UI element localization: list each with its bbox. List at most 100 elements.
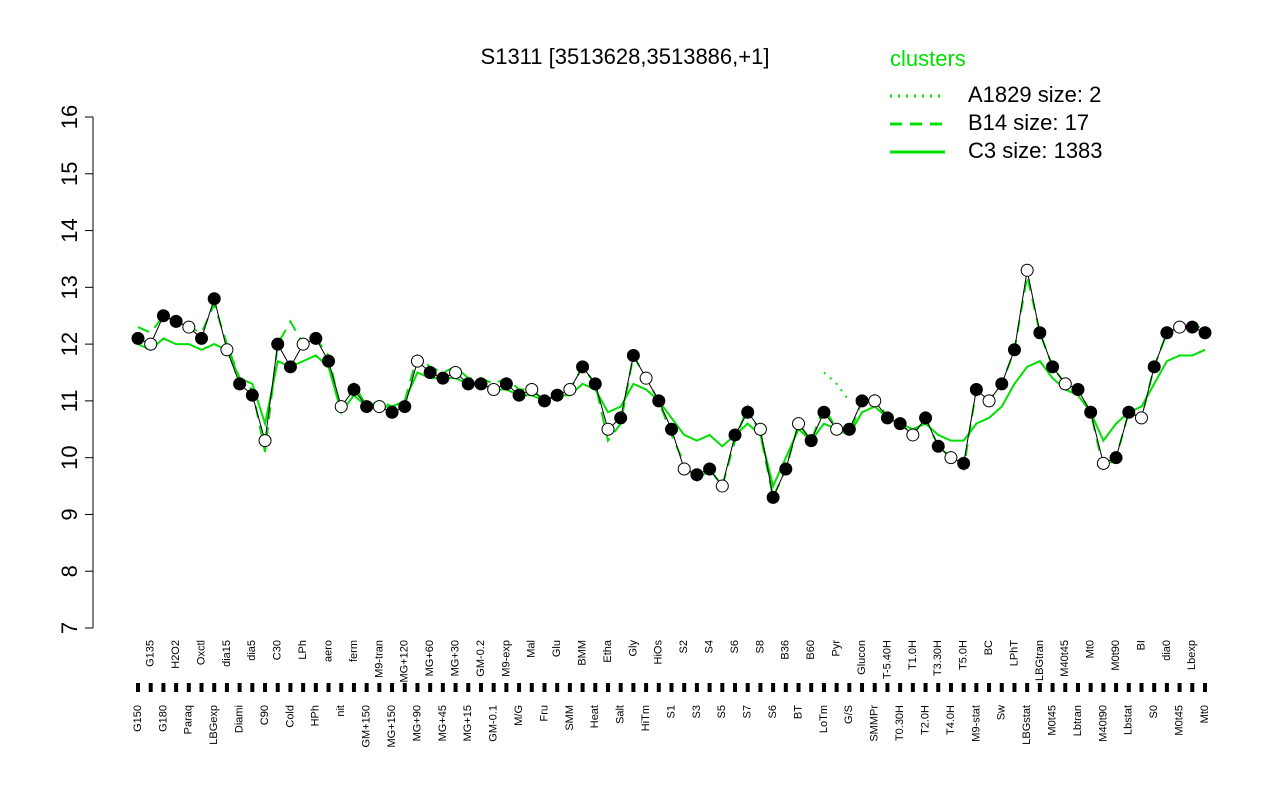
point xyxy=(322,354,336,368)
x-tick-label: BC xyxy=(983,640,995,655)
x-tick-label: BI xyxy=(1135,640,1147,650)
point xyxy=(753,422,767,436)
point xyxy=(1020,263,1034,277)
x-tick-label: T4.0H xyxy=(945,705,957,735)
x-tick-label: Pyr xyxy=(831,640,843,657)
y-tick-label: 16 xyxy=(57,105,82,129)
point xyxy=(1046,360,1060,374)
x-tick-label: HPh xyxy=(310,705,322,726)
x-tick-label: nit xyxy=(335,705,347,717)
point xyxy=(156,309,170,323)
point xyxy=(677,462,691,476)
point xyxy=(410,354,424,368)
y-tick-label: 12 xyxy=(57,332,82,356)
point xyxy=(182,320,196,334)
point xyxy=(1109,451,1123,465)
point xyxy=(728,428,742,442)
x-tick-label: Gly xyxy=(627,640,639,657)
point xyxy=(614,411,628,425)
point xyxy=(1147,360,1161,374)
x-tick-label: T3.30H xyxy=(932,640,944,676)
point xyxy=(245,388,259,402)
x-tick-label: Oxctl xyxy=(195,640,207,665)
x-tick-label: S5 xyxy=(716,705,728,718)
x-tick-label: M0t90 xyxy=(1110,640,1122,671)
x-tick-label: LPhT xyxy=(1008,640,1020,667)
point xyxy=(1096,456,1110,470)
y-tick-label: 7 xyxy=(57,622,82,634)
x-tick-label: GM-0.2 xyxy=(475,640,487,677)
point xyxy=(576,360,590,374)
y-tick-label: 13 xyxy=(57,275,82,299)
legend-label: A1829 size: 2 xyxy=(968,82,1101,107)
x-tick-label: G150 xyxy=(132,705,144,732)
x-tick-label: Lbstat xyxy=(1123,705,1135,735)
x-tick-label: MG+60 xyxy=(424,640,436,676)
x-tick-label: T2.0H xyxy=(919,705,931,735)
point xyxy=(893,417,907,431)
point xyxy=(855,394,869,408)
point xyxy=(741,405,755,419)
x-tick-label: LBGtran xyxy=(1034,640,1046,681)
point xyxy=(868,394,882,408)
x-tick-label: BT xyxy=(792,705,804,719)
point xyxy=(449,366,463,379)
point xyxy=(588,377,602,391)
x-tick-label: S0 xyxy=(1148,705,1160,718)
point xyxy=(1007,343,1021,357)
x-tick-label: ferm xyxy=(348,640,360,662)
x-tick-label: C30 xyxy=(272,640,284,660)
point xyxy=(969,383,983,397)
point xyxy=(398,400,412,414)
x-tick-label: Heat xyxy=(589,705,601,728)
x-tick-label: Diami xyxy=(234,705,246,733)
point xyxy=(931,439,945,453)
x-tick-label: S6 xyxy=(767,705,779,718)
point xyxy=(982,394,996,408)
point xyxy=(1185,320,1199,334)
point xyxy=(499,377,513,391)
x-tick-label: M40t90 xyxy=(1097,705,1109,742)
point xyxy=(639,371,653,385)
point xyxy=(766,490,780,504)
x-tick-label: aero xyxy=(322,640,334,662)
point xyxy=(347,383,361,397)
x-tick-label: M9-exp xyxy=(500,640,512,677)
point xyxy=(131,331,145,345)
point xyxy=(880,411,894,425)
y-tick-label: 11 xyxy=(57,389,82,412)
x-tick-label: dia15 xyxy=(221,640,233,667)
y-tick-label: 8 xyxy=(57,565,82,577)
x-tick-label: Etha xyxy=(602,639,614,663)
x-tick-label: G135 xyxy=(145,640,157,667)
point xyxy=(842,422,856,436)
point xyxy=(652,394,666,408)
point xyxy=(283,360,297,374)
x-tick-label: T-5.40H xyxy=(881,640,893,679)
point xyxy=(169,314,183,328)
x-tick-label: LPh xyxy=(297,640,309,660)
y-tick-label: 15 xyxy=(57,162,82,186)
point xyxy=(1122,405,1136,419)
point xyxy=(1134,411,1148,425)
x-tick-label: SMMPr xyxy=(869,705,881,742)
x-tick-label: SMM xyxy=(564,705,576,731)
x-tick-label: Mal xyxy=(526,640,538,658)
x-tick-label: GM-0.1 xyxy=(488,705,500,742)
point xyxy=(703,462,717,476)
x-tick-label: Paraq xyxy=(183,705,195,734)
x-tick-label: Mt0 xyxy=(1085,640,1097,658)
x-tick-label: M9-tran xyxy=(373,640,385,678)
point xyxy=(207,292,221,306)
x-tick-label: S7 xyxy=(742,705,754,718)
point xyxy=(487,383,501,397)
point xyxy=(626,348,640,362)
point xyxy=(474,377,488,391)
point xyxy=(919,411,933,425)
point xyxy=(309,331,323,345)
point xyxy=(715,479,729,493)
point xyxy=(233,377,247,391)
point xyxy=(1058,377,1072,391)
point xyxy=(906,428,920,442)
x-tick-label: B36 xyxy=(780,640,792,660)
